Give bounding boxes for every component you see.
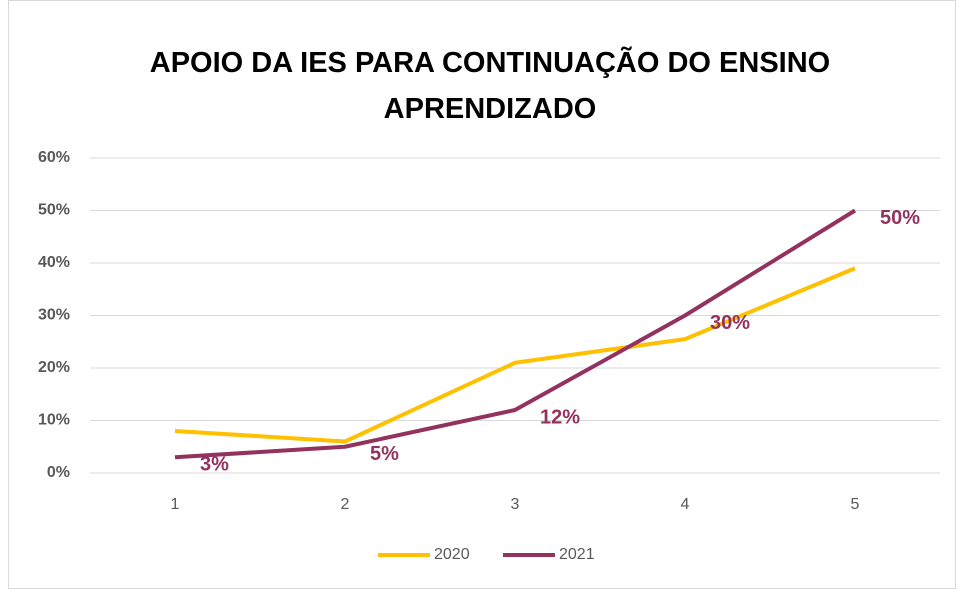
y-tick-label: 50% [38,202,70,219]
y-tick-label: 10% [38,412,70,429]
data-label: 12% [540,406,580,428]
chart-title: APOIO DA IES PARA CONTINUAÇÃO DO ENSINO … [149,47,831,125]
x-tick-label: 1 [171,496,180,513]
data-label: 5% [370,443,399,465]
legend-label: 2021 [559,546,595,563]
data-label: 50% [880,207,920,229]
data-label: 30% [710,312,750,334]
line-series [174,208,857,460]
y-tick-label: 20% [38,359,70,376]
x-tick-label: 4 [681,496,690,513]
chart-border [8,0,956,589]
x-tick-label: 5 [851,496,860,513]
y-tick-label: 60% [38,149,70,166]
y-tick-label: 40% [38,254,70,271]
data-label: 3% [200,454,229,476]
y-tick-label: 0% [47,464,70,481]
x-tick-label: 3 [511,496,520,513]
line-series [174,266,856,444]
y-tick-label: 30% [38,307,70,324]
legend-label: 2020 [434,546,470,563]
x-tick-label: 2 [341,496,350,513]
